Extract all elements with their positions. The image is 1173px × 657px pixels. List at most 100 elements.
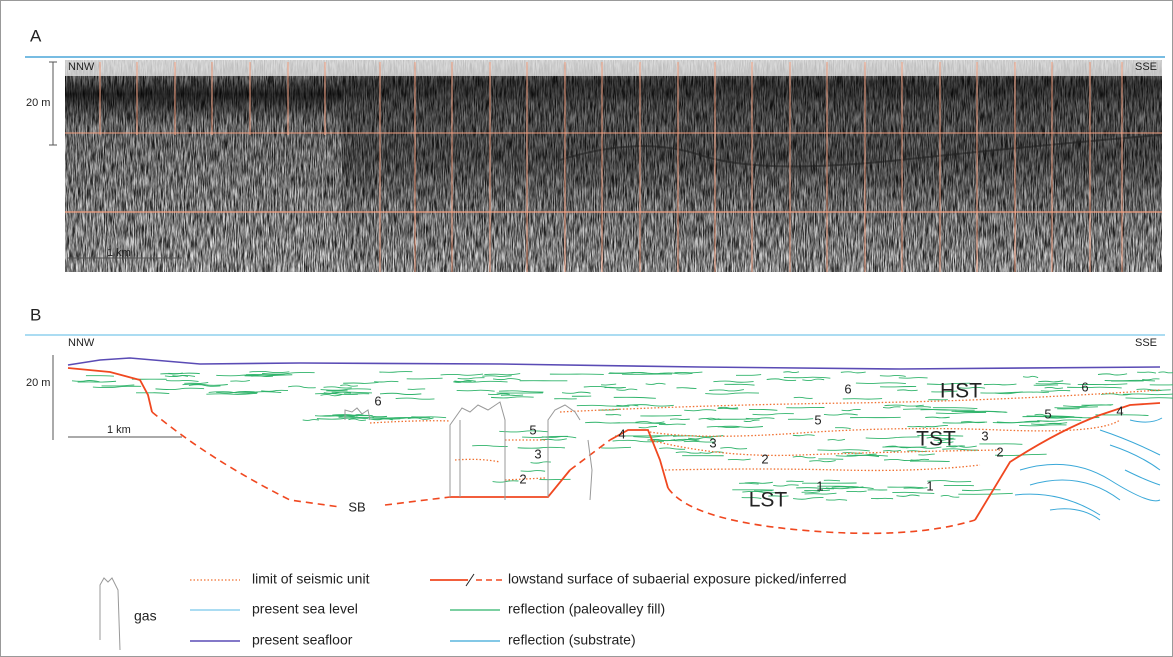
reflection (324, 387, 352, 388)
reflection (601, 384, 616, 385)
figure: A NNW SSE 20 m 1 km B NNW SSE 20 m 1 km … (0, 0, 1173, 657)
reflection (793, 435, 815, 436)
annotation: 6 (1081, 379, 1088, 394)
reflection (396, 398, 435, 399)
reflection (340, 385, 358, 386)
reflection (482, 376, 511, 377)
reflection (472, 445, 507, 446)
reflection (1054, 407, 1097, 408)
reflection (843, 399, 882, 400)
legend-label: present sea level (252, 601, 358, 617)
reflection (907, 451, 927, 452)
reflection (614, 397, 656, 398)
reflection (457, 390, 495, 391)
reflection (1126, 398, 1173, 399)
reflection (933, 408, 977, 409)
annotation: 1 (926, 478, 933, 493)
reflection (736, 375, 761, 376)
reflection (562, 392, 591, 393)
reflection (817, 450, 869, 451)
reflection (984, 384, 1017, 385)
reflection (343, 382, 378, 383)
reflection (646, 383, 666, 384)
reflection (883, 450, 901, 451)
reflection (261, 390, 288, 391)
reflection (288, 386, 316, 388)
reflection (921, 410, 975, 411)
annotation: 2 (519, 471, 526, 486)
reflection (1045, 387, 1063, 388)
panel-label: A (30, 26, 42, 45)
reflection (659, 448, 685, 449)
reflection (832, 487, 864, 488)
reflection (670, 419, 690, 420)
reflection (824, 414, 858, 415)
reflection (705, 393, 759, 394)
lowstand-surface-inferred (385, 497, 450, 505)
reflection (802, 379, 824, 380)
scale-label: 1 km (107, 424, 131, 436)
reflection (674, 372, 702, 373)
reflection (728, 459, 751, 460)
reflection (918, 454, 934, 455)
lowstand-surface-inferred (152, 412, 340, 507)
scale-label: 1 km (107, 247, 131, 259)
reflection (773, 485, 798, 486)
reflection (639, 426, 657, 427)
reflection (677, 388, 697, 389)
reflection (784, 377, 831, 378)
reflection (1158, 372, 1173, 373)
reflection (793, 456, 816, 457)
reflection (659, 424, 686, 425)
reflection (1036, 383, 1071, 384)
reflection (407, 378, 443, 379)
annotation: 3 (534, 446, 541, 461)
reflection (1081, 405, 1113, 406)
reflection (745, 482, 773, 483)
legend: gas limit of seismic unit present sea le… (100, 571, 847, 650)
reflection (374, 381, 398, 382)
reflection (262, 372, 315, 374)
reflection (499, 431, 548, 432)
reflection (609, 373, 647, 374)
reflection (856, 383, 906, 384)
direction-left: NNW (68, 61, 95, 73)
reflection (488, 394, 510, 395)
reflection (1019, 425, 1066, 426)
reflection (794, 397, 813, 398)
direction-left: NNW (68, 337, 95, 349)
reflection (744, 420, 760, 422)
lowstand-surface-picked (68, 368, 152, 412)
reflection (739, 483, 759, 484)
reflection (493, 481, 519, 482)
reflection (441, 374, 483, 375)
legend-label: lowstand surface of subaerial exposure p… (508, 571, 847, 587)
seafloor (68, 358, 1160, 369)
direction-right: SSE (1135, 337, 1157, 349)
substrate-reflections (1015, 418, 1162, 520)
reflection (155, 388, 204, 389)
reflection (493, 379, 520, 380)
reflection (348, 419, 366, 421)
reflection (166, 380, 198, 381)
reflection (749, 410, 777, 411)
depth-label: 20 m (26, 377, 50, 389)
reflection (835, 428, 851, 429)
reflection (1142, 379, 1159, 380)
annotation: 3 (981, 428, 988, 443)
reflection (866, 437, 920, 439)
reflection (499, 391, 543, 392)
reflection (102, 385, 135, 386)
reflection (601, 447, 631, 448)
reflection (86, 376, 114, 377)
reflection (826, 500, 847, 501)
annotation: 6 (374, 393, 381, 408)
reflection (606, 415, 621, 416)
panel-label: B (30, 305, 41, 324)
reflection (899, 378, 928, 379)
legend-label: present seafloor (252, 632, 353, 648)
annotation: 1 (816, 478, 823, 493)
reflection (1098, 374, 1127, 375)
reflection (317, 418, 368, 419)
reflection (709, 390, 744, 391)
